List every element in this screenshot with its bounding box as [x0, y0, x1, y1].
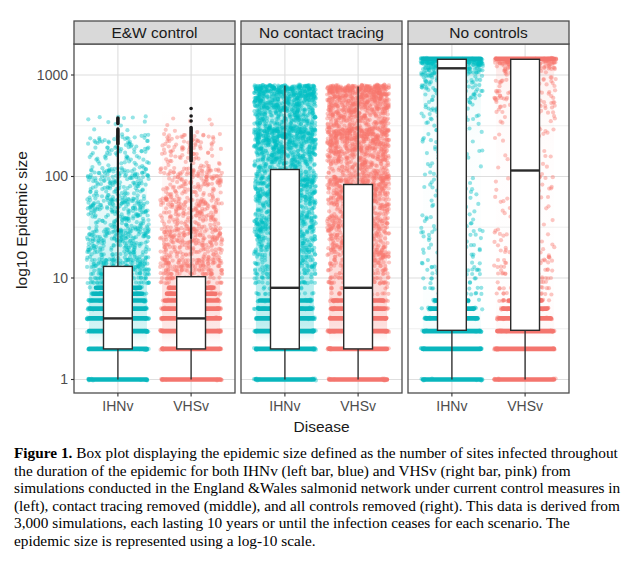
- svg-text:VHSv: VHSv: [173, 398, 209, 414]
- svg-text:No controls: No controls: [449, 24, 528, 41]
- svg-text:IHNv: IHNv: [269, 398, 300, 414]
- svg-text:E&W control: E&W control: [111, 24, 197, 41]
- svg-text:No contact tracing: No contact tracing: [259, 24, 384, 41]
- svg-text:VHSv: VHSv: [507, 398, 543, 414]
- svg-text:10: 10: [52, 270, 68, 286]
- svg-text:VHSv: VHSv: [340, 398, 376, 414]
- svg-text:log10 Epidemic size: log10 Epidemic size: [13, 151, 30, 289]
- svg-text:100: 100: [45, 168, 69, 184]
- svg-text:1000: 1000: [37, 67, 68, 83]
- svg-text:IHNv: IHNv: [436, 398, 467, 414]
- svg-text:Disease: Disease: [294, 418, 350, 435]
- svg-text:IHNv: IHNv: [102, 398, 133, 414]
- svg-text:1: 1: [60, 371, 68, 387]
